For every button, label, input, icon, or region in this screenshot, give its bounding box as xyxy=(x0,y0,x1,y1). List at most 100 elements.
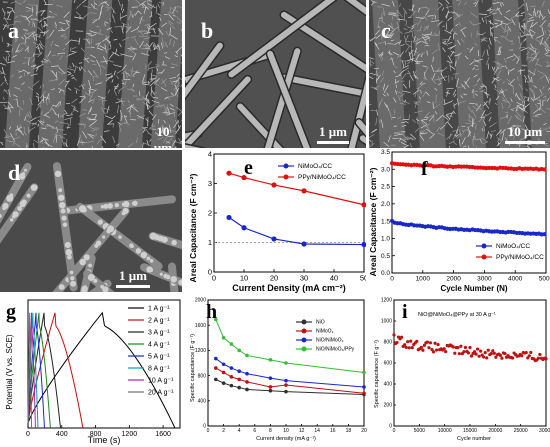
sem-nanosheet xyxy=(103,55,108,65)
sem-nanosheet xyxy=(524,124,529,131)
sem-nanosheet xyxy=(172,80,179,83)
sem-nanosheet xyxy=(41,127,47,130)
sem-nanosheet xyxy=(145,91,149,100)
sem-nanosheet xyxy=(423,78,428,81)
sem-nanosheet xyxy=(483,120,487,127)
sem-nanosheet xyxy=(113,89,118,96)
sem-nanosheet xyxy=(404,136,410,140)
y-tick-label: 2.0 xyxy=(381,201,390,208)
sem-nanosheet xyxy=(0,141,4,144)
sem-nanosheet xyxy=(88,99,93,103)
sem-nanosheet xyxy=(121,8,125,13)
sem-nanosheet xyxy=(494,84,497,89)
sem-nanosheet xyxy=(415,60,424,63)
sem-nanosheet xyxy=(502,99,511,103)
sem-nanosheet xyxy=(165,95,174,99)
sem-nanosheet xyxy=(402,83,407,89)
sem-nanosheet xyxy=(539,89,543,94)
sem-nanosheet xyxy=(51,126,54,130)
sem-nanosheet xyxy=(80,47,85,52)
sem-nanosheet xyxy=(55,131,57,139)
sem-nanosheet xyxy=(499,35,503,38)
sem-nanosheet xyxy=(121,70,125,74)
sem-nanosheet xyxy=(135,0,141,5)
sem-nanosheet xyxy=(491,78,496,84)
sem-nanosheet xyxy=(23,43,27,47)
x-tick-label: 0 xyxy=(393,428,396,434)
sem-nanosheet xyxy=(176,21,181,24)
data-point xyxy=(245,371,249,376)
sem-nanosheet xyxy=(520,30,525,35)
sem-nanosheet xyxy=(179,77,182,80)
sem-nanosheet xyxy=(29,97,33,105)
sem-nanosheet xyxy=(448,55,453,64)
sem-nanosheet xyxy=(65,80,70,83)
sem-nanosheet xyxy=(450,111,453,117)
sem-nanosheet xyxy=(536,51,540,55)
sem-nanosheet xyxy=(49,107,52,112)
sem-nanosheet xyxy=(426,50,428,56)
sem-nanosheet xyxy=(25,114,31,118)
x-tick-label: 18 xyxy=(346,428,352,434)
sem-nanosheet xyxy=(445,114,451,120)
sem-nanosheet xyxy=(402,60,405,68)
sem-nanosheet xyxy=(482,113,487,122)
sem-nanosheet xyxy=(488,20,494,25)
legend-label: NiO xyxy=(316,320,325,326)
scale-bar-b: 1 μm xyxy=(317,124,349,144)
sem-fiber xyxy=(4,0,40,148)
sem-nanosheet xyxy=(404,45,410,53)
sem-nanosheet xyxy=(3,104,7,109)
data-point xyxy=(479,349,483,353)
sem-nanosheet xyxy=(127,88,135,91)
series-line-0 xyxy=(228,216,365,246)
sem-nanosheet xyxy=(509,78,515,84)
sem-nanosheet xyxy=(398,95,401,102)
sem-particle xyxy=(178,279,182,286)
sem-nanosheet xyxy=(92,18,100,21)
sem-nanosheet xyxy=(392,15,397,17)
sem-nanosheet xyxy=(152,44,156,51)
sem-nanosheet xyxy=(150,4,154,10)
sem-nanosheet xyxy=(544,47,548,52)
sem-nanosheet xyxy=(78,66,81,71)
legend-label: NiMoO₄/CC xyxy=(496,243,530,250)
sem-nanosheet xyxy=(448,11,453,14)
sem-nanosheet xyxy=(157,104,163,108)
sem-nanosheet xyxy=(39,42,46,48)
data-point xyxy=(409,339,413,343)
x-tick-label: 1000 xyxy=(416,276,431,283)
sem-nanosheet xyxy=(130,47,137,50)
sem-nanosheet xyxy=(170,63,179,66)
sem-nanosheet xyxy=(522,38,527,43)
sem-nanosheet xyxy=(530,43,534,50)
sem-nanosheet xyxy=(26,37,31,39)
sem-nanosheet xyxy=(163,104,168,112)
data-point xyxy=(229,383,234,388)
sem-nanosheet xyxy=(414,92,417,98)
chart-i-title: NiO@NiMoO₄@PPy at 30 A g⁻¹ xyxy=(418,312,496,318)
sem-nanosheet xyxy=(467,106,473,113)
sem-nanosheet xyxy=(148,110,154,116)
sem-nanosheet xyxy=(541,16,546,21)
sem-nanosheet xyxy=(95,133,97,137)
sem-nanosheet xyxy=(493,66,496,70)
sem-nanosheet xyxy=(90,127,98,131)
data-point xyxy=(229,366,234,370)
sem-nanosheet xyxy=(37,47,41,49)
sem-nanosheet xyxy=(417,84,423,90)
sem-nanosheet xyxy=(104,22,106,27)
data-point xyxy=(482,355,486,359)
sem-nanosheet xyxy=(484,87,488,95)
sem-nanosheet xyxy=(127,74,136,78)
sem-nanosheet xyxy=(91,113,97,116)
sem-particle xyxy=(100,204,105,209)
sem-nanosheet xyxy=(29,33,34,38)
sem-nanosheet xyxy=(392,0,395,7)
sem-nanosheet xyxy=(511,107,517,110)
sem-nanosheet xyxy=(532,115,539,118)
sem-nanosheet xyxy=(432,56,434,63)
sem-nanosheet xyxy=(45,99,48,106)
sem-nanosheet xyxy=(463,145,467,148)
